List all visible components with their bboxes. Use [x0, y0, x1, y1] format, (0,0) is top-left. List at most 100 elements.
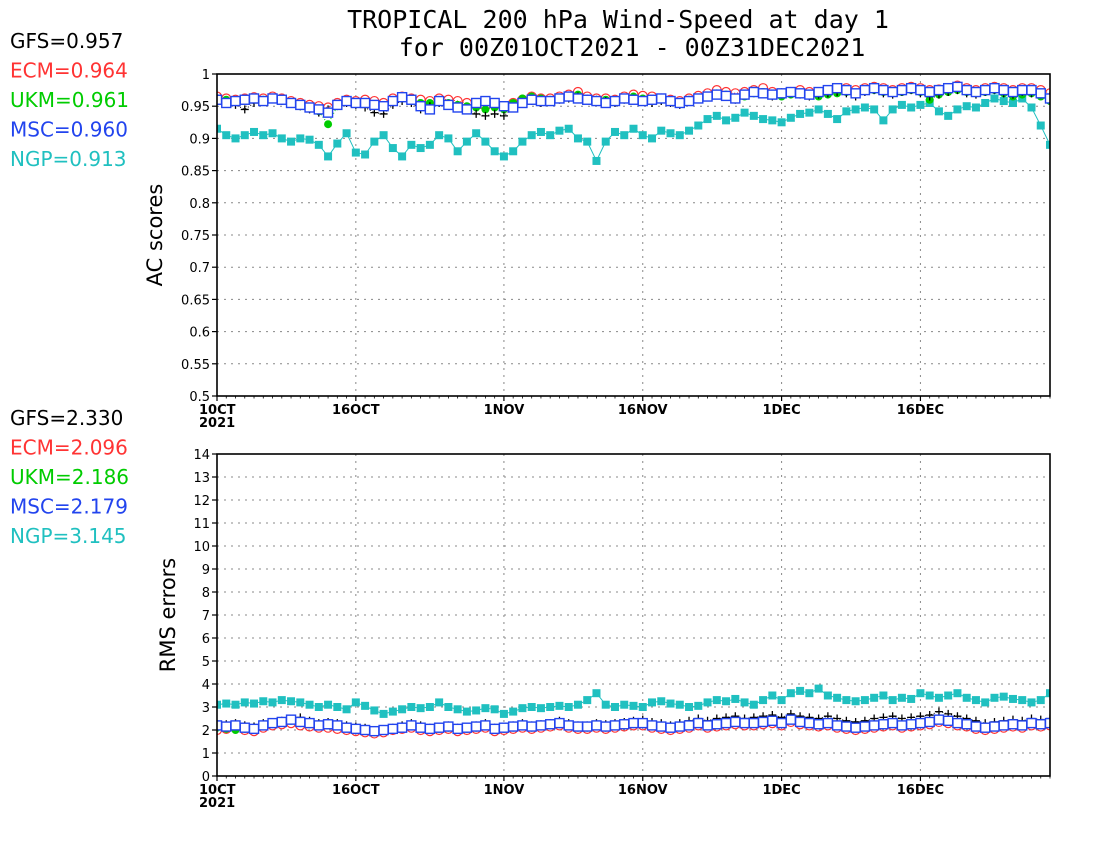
- x-tick-label: 1DEC: [762, 783, 800, 798]
- x-tick-label: 16NOV: [618, 403, 668, 418]
- data-point-msc: [489, 97, 500, 109]
- data-point-msc: [915, 84, 926, 96]
- chart-title-line2: for 00Z01OCT2021 - 00Z31DEC2021: [399, 33, 866, 62]
- data-point-msc: [582, 94, 593, 105]
- data-point-ngp: [1018, 696, 1027, 705]
- data-point-ngp: [601, 700, 610, 709]
- data-point-ngp: [518, 704, 527, 713]
- data-point-ngp: [324, 152, 333, 161]
- data-point-ngp: [944, 691, 953, 700]
- data-point-ngp: [509, 147, 518, 156]
- data-point-msc: [313, 720, 325, 731]
- data-point-msc: [813, 719, 824, 730]
- data-point-msc: [1017, 720, 1028, 731]
- x-tick-label: 1DEC: [762, 403, 800, 418]
- data-point-ngp: [823, 109, 832, 118]
- data-point-ngp: [629, 124, 638, 133]
- data-point-ngp: [971, 103, 980, 112]
- data-point-ngp: [657, 697, 666, 706]
- data-point-msc: [498, 722, 510, 733]
- data-point-msc: [507, 721, 519, 732]
- summary-stat-msc: MSC=2.179: [10, 495, 128, 519]
- data-point-msc: [600, 97, 611, 109]
- data-point-ngp: [666, 129, 675, 138]
- data-point-msc: [554, 717, 565, 729]
- y-tick-label: 2: [202, 724, 210, 739]
- data-point-ngp: [481, 704, 490, 713]
- data-point-ngp: [694, 121, 703, 130]
- data-point-ngp: [722, 697, 731, 706]
- data-point-ngp: [907, 103, 916, 112]
- y-tick-label: 13: [193, 471, 210, 486]
- data-point-ngp: [370, 706, 379, 715]
- y-tick-label: 14: [193, 448, 210, 463]
- data-point-msc: [720, 717, 732, 729]
- data-point-ngp: [731, 113, 740, 122]
- data-point-gfs: [240, 105, 249, 114]
- data-point-ngp: [860, 696, 869, 705]
- data-point-msc: [285, 97, 297, 109]
- data-point-msc: [313, 104, 325, 115]
- data-point-msc: [850, 722, 861, 733]
- data-point-ngp: [610, 703, 619, 711]
- data-point-ngp: [731, 694, 740, 703]
- data-point-ngp: [657, 126, 666, 135]
- data-point-msc: [933, 714, 945, 725]
- data-point-ngp: [287, 697, 296, 706]
- data-point-ngp: [499, 709, 508, 718]
- data-point-ngp: [759, 696, 768, 705]
- data-point-msc: [785, 714, 797, 725]
- data-point-msc: [350, 97, 362, 109]
- data-point-ngp: [314, 703, 323, 711]
- data-point-ngp: [240, 698, 249, 707]
- x-year-label: 2021: [199, 416, 235, 431]
- data-point-ngp: [388, 707, 397, 716]
- data-point-ngp: [592, 156, 601, 165]
- data-point-ngp: [305, 700, 314, 709]
- data-point-msc: [591, 720, 602, 731]
- data-point-ngp: [833, 115, 842, 124]
- data-point-msc: [665, 722, 676, 733]
- data-point-msc: [489, 723, 500, 735]
- plot-frame: [216, 73, 1051, 397]
- data-point-msc: [276, 94, 287, 105]
- data-point-ngp: [1046, 689, 1050, 698]
- ac-scores-panel: 0.5 0.55 0.6 0.65 0.7 0.75 0.8 0.85 0.9 0.95 1 10CT…: [10, 29, 1051, 431]
- data-point-msc: [480, 720, 491, 731]
- data-point-ngp: [370, 137, 379, 146]
- y-tick-label: 5: [202, 655, 210, 670]
- data-point-msc: [813, 86, 824, 98]
- data-point-ngp: [217, 700, 221, 709]
- data-point-msc: [646, 94, 658, 105]
- data-point-ngp: [768, 691, 777, 700]
- data-point-ngp: [749, 111, 758, 120]
- data-point-ngp: [675, 131, 684, 140]
- data-point-msc: [359, 97, 371, 109]
- data-point-msc: [776, 717, 787, 729]
- data-point-gfs: [490, 109, 499, 118]
- y-axis-label: RMS errors: [156, 558, 180, 673]
- data-point-msc: [433, 95, 445, 107]
- data-point-ngp: [971, 696, 980, 705]
- data-point-msc: [424, 104, 436, 115]
- data-point-ngp: [740, 698, 749, 707]
- data-point-msc: [285, 714, 297, 725]
- data-point-ngp: [842, 696, 851, 705]
- data-point-msc: [526, 94, 537, 105]
- data-point-ngp: [518, 137, 527, 146]
- data-point-ngp: [648, 134, 657, 143]
- data-point-msc: [1026, 84, 1037, 96]
- data-point-ngp: [851, 105, 860, 114]
- data-point-ngp: [888, 696, 897, 705]
- series-line-ngp: [217, 688, 1050, 715]
- data-point-ngp: [685, 703, 694, 711]
- data-point-ngp: [786, 689, 795, 698]
- x-tick-label: 16DEC: [897, 783, 944, 798]
- y-tick-label: 0.75: [181, 229, 210, 244]
- data-point-ngp: [610, 127, 619, 136]
- data-point-ngp: [555, 701, 564, 710]
- y-tick-label: 0.9: [189, 132, 210, 147]
- data-point-ngp: [888, 105, 897, 114]
- data-point-msc: [730, 93, 741, 104]
- data-point-ngp: [870, 105, 879, 114]
